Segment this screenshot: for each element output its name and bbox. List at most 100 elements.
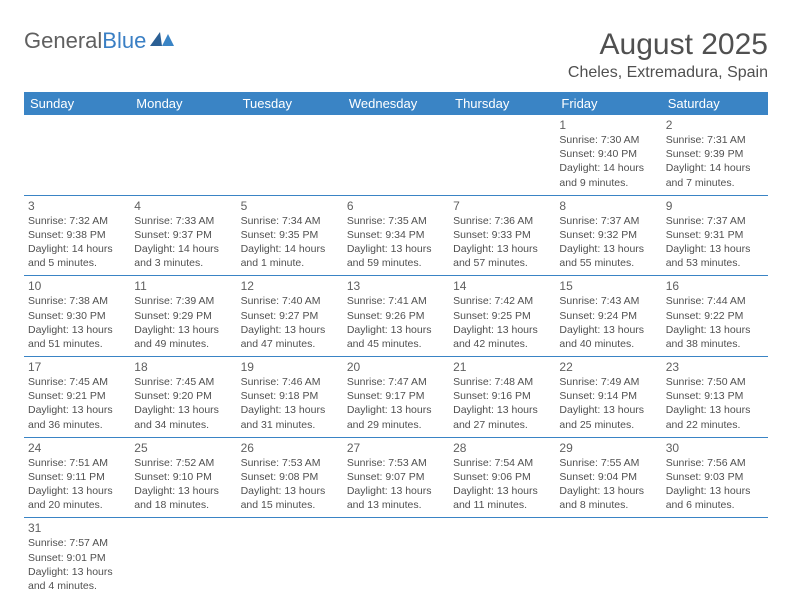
day-number: 4 <box>134 199 232 213</box>
day-number: 19 <box>241 360 339 374</box>
weekday-header: Wednesday <box>343 92 449 115</box>
day-number: 15 <box>559 279 657 293</box>
day-info: Sunrise: 7:56 AMSunset: 9:03 PMDaylight:… <box>666 456 764 513</box>
day-number: 5 <box>241 199 339 213</box>
day-number: 8 <box>559 199 657 213</box>
calendar-head: SundayMondayTuesdayWednesdayThursdayFrid… <box>24 92 768 115</box>
day-info: Sunrise: 7:42 AMSunset: 9:25 PMDaylight:… <box>453 294 551 351</box>
calendar-cell <box>343 518 449 598</box>
day-info: Sunrise: 7:40 AMSunset: 9:27 PMDaylight:… <box>241 294 339 351</box>
day-number: 16 <box>666 279 764 293</box>
calendar-cell: 4Sunrise: 7:33 AMSunset: 9:37 PMDaylight… <box>130 195 236 276</box>
brand-general: General <box>24 28 102 54</box>
calendar-cell: 8Sunrise: 7:37 AMSunset: 9:32 PMDaylight… <box>555 195 661 276</box>
day-info: Sunrise: 7:37 AMSunset: 9:31 PMDaylight:… <box>666 214 764 271</box>
day-number: 24 <box>28 441 126 455</box>
calendar-cell: 10Sunrise: 7:38 AMSunset: 9:30 PMDayligh… <box>24 276 130 357</box>
day-number: 18 <box>134 360 232 374</box>
title-block: August 2025 Cheles, Extremadura, Spain <box>568 28 768 82</box>
calendar-cell: 27Sunrise: 7:53 AMSunset: 9:07 PMDayligh… <box>343 437 449 518</box>
day-info: Sunrise: 7:44 AMSunset: 9:22 PMDaylight:… <box>666 294 764 351</box>
day-number: 7 <box>453 199 551 213</box>
day-info: Sunrise: 7:55 AMSunset: 9:04 PMDaylight:… <box>559 456 657 513</box>
day-number: 30 <box>666 441 764 455</box>
day-number: 14 <box>453 279 551 293</box>
calendar-cell: 23Sunrise: 7:50 AMSunset: 9:13 PMDayligh… <box>662 357 768 438</box>
day-info: Sunrise: 7:38 AMSunset: 9:30 PMDaylight:… <box>28 294 126 351</box>
day-info: Sunrise: 7:31 AMSunset: 9:39 PMDaylight:… <box>666 133 764 190</box>
day-number: 9 <box>666 199 764 213</box>
calendar-cell <box>662 518 768 598</box>
day-info: Sunrise: 7:45 AMSunset: 9:21 PMDaylight:… <box>28 375 126 432</box>
calendar-cell: 24Sunrise: 7:51 AMSunset: 9:11 PMDayligh… <box>24 437 130 518</box>
day-number: 27 <box>347 441 445 455</box>
day-info: Sunrise: 7:35 AMSunset: 9:34 PMDaylight:… <box>347 214 445 271</box>
day-number: 23 <box>666 360 764 374</box>
calendar-cell <box>237 518 343 598</box>
calendar-cell <box>343 115 449 195</box>
weekday-header: Sunday <box>24 92 130 115</box>
day-number: 13 <box>347 279 445 293</box>
calendar-cell <box>555 518 661 598</box>
month-title: August 2025 <box>568 28 768 62</box>
day-info: Sunrise: 7:46 AMSunset: 9:18 PMDaylight:… <box>241 375 339 432</box>
day-info: Sunrise: 7:50 AMSunset: 9:13 PMDaylight:… <box>666 375 764 432</box>
day-number: 31 <box>28 521 126 535</box>
calendar-cell: 18Sunrise: 7:45 AMSunset: 9:20 PMDayligh… <box>130 357 236 438</box>
calendar-cell: 15Sunrise: 7:43 AMSunset: 9:24 PMDayligh… <box>555 276 661 357</box>
calendar-cell: 14Sunrise: 7:42 AMSunset: 9:25 PMDayligh… <box>449 276 555 357</box>
day-info: Sunrise: 7:45 AMSunset: 9:20 PMDaylight:… <box>134 375 232 432</box>
day-number: 6 <box>347 199 445 213</box>
day-number: 26 <box>241 441 339 455</box>
day-number: 1 <box>559 118 657 132</box>
day-info: Sunrise: 7:32 AMSunset: 9:38 PMDaylight:… <box>28 214 126 271</box>
calendar-cell: 26Sunrise: 7:53 AMSunset: 9:08 PMDayligh… <box>237 437 343 518</box>
day-number: 3 <box>28 199 126 213</box>
calendar-cell: 5Sunrise: 7:34 AMSunset: 9:35 PMDaylight… <box>237 195 343 276</box>
calendar-cell: 21Sunrise: 7:48 AMSunset: 9:16 PMDayligh… <box>449 357 555 438</box>
calendar-cell: 28Sunrise: 7:54 AMSunset: 9:06 PMDayligh… <box>449 437 555 518</box>
day-info: Sunrise: 7:47 AMSunset: 9:17 PMDaylight:… <box>347 375 445 432</box>
day-info: Sunrise: 7:34 AMSunset: 9:35 PMDaylight:… <box>241 214 339 271</box>
day-info: Sunrise: 7:48 AMSunset: 9:16 PMDaylight:… <box>453 375 551 432</box>
calendar-cell: 6Sunrise: 7:35 AMSunset: 9:34 PMDaylight… <box>343 195 449 276</box>
calendar-cell: 3Sunrise: 7:32 AMSunset: 9:38 PMDaylight… <box>24 195 130 276</box>
day-number: 17 <box>28 360 126 374</box>
day-info: Sunrise: 7:41 AMSunset: 9:26 PMDaylight:… <box>347 294 445 351</box>
calendar-cell: 16Sunrise: 7:44 AMSunset: 9:22 PMDayligh… <box>662 276 768 357</box>
day-number: 28 <box>453 441 551 455</box>
location: Cheles, Extremadura, Spain <box>568 64 768 82</box>
day-info: Sunrise: 7:36 AMSunset: 9:33 PMDaylight:… <box>453 214 551 271</box>
calendar-cell: 20Sunrise: 7:47 AMSunset: 9:17 PMDayligh… <box>343 357 449 438</box>
calendar-cell: 22Sunrise: 7:49 AMSunset: 9:14 PMDayligh… <box>555 357 661 438</box>
day-info: Sunrise: 7:33 AMSunset: 9:37 PMDaylight:… <box>134 214 232 271</box>
day-info: Sunrise: 7:57 AMSunset: 9:01 PMDaylight:… <box>28 536 126 593</box>
day-info: Sunrise: 7:49 AMSunset: 9:14 PMDaylight:… <box>559 375 657 432</box>
calendar-cell: 7Sunrise: 7:36 AMSunset: 9:33 PMDaylight… <box>449 195 555 276</box>
day-number: 25 <box>134 441 232 455</box>
day-info: Sunrise: 7:52 AMSunset: 9:10 PMDaylight:… <box>134 456 232 513</box>
calendar-cell: 2Sunrise: 7:31 AMSunset: 9:39 PMDaylight… <box>662 115 768 195</box>
calendar-cell <box>130 115 236 195</box>
calendar-cell: 25Sunrise: 7:52 AMSunset: 9:10 PMDayligh… <box>130 437 236 518</box>
weekday-header: Monday <box>130 92 236 115</box>
calendar-cell <box>449 518 555 598</box>
day-number: 12 <box>241 279 339 293</box>
calendar-cell <box>130 518 236 598</box>
day-info: Sunrise: 7:53 AMSunset: 9:08 PMDaylight:… <box>241 456 339 513</box>
calendar-cell: 1Sunrise: 7:30 AMSunset: 9:40 PMDaylight… <box>555 115 661 195</box>
calendar-cell: 30Sunrise: 7:56 AMSunset: 9:03 PMDayligh… <box>662 437 768 518</box>
calendar-cell: 17Sunrise: 7:45 AMSunset: 9:21 PMDayligh… <box>24 357 130 438</box>
day-info: Sunrise: 7:54 AMSunset: 9:06 PMDaylight:… <box>453 456 551 513</box>
calendar-cell: 9Sunrise: 7:37 AMSunset: 9:31 PMDaylight… <box>662 195 768 276</box>
day-info: Sunrise: 7:51 AMSunset: 9:11 PMDaylight:… <box>28 456 126 513</box>
header: GeneralBlue August 2025 Cheles, Extremad… <box>24 28 768 82</box>
calendar-cell: 19Sunrise: 7:46 AMSunset: 9:18 PMDayligh… <box>237 357 343 438</box>
calendar-cell: 31Sunrise: 7:57 AMSunset: 9:01 PMDayligh… <box>24 518 130 598</box>
day-number: 29 <box>559 441 657 455</box>
day-info: Sunrise: 7:39 AMSunset: 9:29 PMDaylight:… <box>134 294 232 351</box>
weekday-header: Saturday <box>662 92 768 115</box>
calendar-cell: 13Sunrise: 7:41 AMSunset: 9:26 PMDayligh… <box>343 276 449 357</box>
flag-icon <box>150 32 174 50</box>
calendar-body: 1Sunrise: 7:30 AMSunset: 9:40 PMDaylight… <box>24 115 768 598</box>
